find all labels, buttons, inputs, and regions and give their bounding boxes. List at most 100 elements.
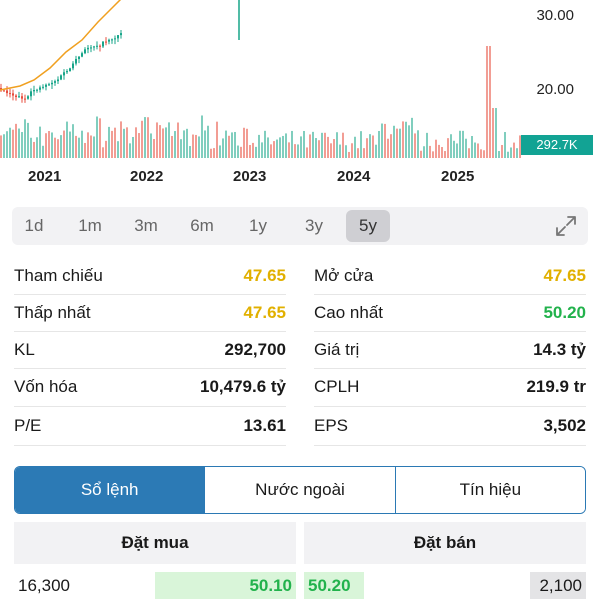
volume-bar [312, 131, 314, 158]
candle-body [45, 84, 47, 87]
range-tab-1y[interactable]: 1y [249, 216, 267, 235]
candle-body [15, 95, 17, 98]
volume-bar [186, 128, 188, 158]
volume-bar [393, 125, 395, 158]
candle-body [18, 96, 20, 98]
range-tab-1m[interactable]: 1m [78, 216, 102, 235]
volume-bar [114, 127, 116, 158]
candle-body [108, 39, 110, 42]
range-tab-3y[interactable]: 3y [305, 216, 323, 235]
stat-low: Thấp nhất 47.65 [14, 295, 286, 331]
volume-bar [6, 131, 8, 158]
volume-bar [27, 122, 29, 158]
volume-bar [231, 132, 233, 158]
tab-signals[interactable]: Tín hiệu [395, 467, 585, 513]
volume-bar [45, 133, 47, 158]
candle-body [12, 93, 14, 96]
volume-bar [228, 135, 230, 158]
volume-bar [399, 128, 401, 158]
volume-bar [108, 126, 110, 158]
volume-bar [210, 148, 212, 158]
volume-bar [453, 140, 455, 158]
candle-body [69, 68, 71, 72]
tab-foreign[interactable]: Nước ngoài [205, 467, 396, 513]
volume-bar [339, 144, 341, 158]
stat-label: KL [14, 340, 35, 359]
candle-body [72, 63, 74, 69]
volume-bar [303, 130, 305, 158]
volume-bar [363, 148, 365, 158]
volume-bar [477, 143, 479, 158]
candle-body [21, 96, 23, 99]
volume-bar [84, 142, 86, 158]
divider [14, 331, 286, 332]
volume-bar [249, 145, 251, 158]
stat-label: Vốn hóa [14, 377, 78, 396]
stat-shares-outstanding: CPLH 219.9 tr [314, 369, 586, 405]
candle-body [96, 45, 98, 47]
candle-body [27, 96, 29, 99]
volume-bar [9, 127, 11, 158]
volume-bar [150, 133, 152, 158]
sell-volume[interactable]: 2,100 [539, 576, 582, 595]
volume-bar [366, 138, 368, 158]
price-chart[interactable]: 30.00 20.00 2021 2022 2023 2024 2025 292… [0, 0, 600, 195]
volume-bar [300, 136, 302, 158]
stat-value: 219.9 tr [526, 377, 586, 396]
candle-body [66, 71, 68, 73]
volume-bar [411, 117, 413, 158]
chart-canvas[interactable] [0, 0, 600, 160]
volume-bar [174, 131, 176, 158]
volume-bar [15, 123, 17, 158]
volume-bar [240, 146, 242, 158]
price-axis-label-20: 20.00 [536, 81, 574, 98]
candle-body [78, 56, 80, 59]
volume-bar [123, 128, 125, 158]
volume-bar [483, 150, 485, 158]
stat-volume: KL 292,700 [14, 332, 286, 368]
divider [14, 368, 286, 369]
sell-volume-bar [530, 572, 586, 599]
volume-bar [384, 123, 386, 158]
volume-bar [87, 132, 89, 158]
volume-bar [270, 144, 272, 158]
volume-bar [204, 130, 206, 158]
divider [14, 445, 286, 446]
volume-bar [75, 135, 77, 158]
expand-icon[interactable] [554, 214, 578, 238]
stat-high: Cao nhất 50.20 [314, 295, 586, 331]
sell-price[interactable]: 50.20 [308, 576, 351, 595]
volume-bar [390, 134, 392, 158]
range-tab-5y[interactable]: 5y [346, 210, 390, 242]
volume-bar [189, 146, 191, 158]
candle-body [105, 41, 107, 43]
volume-bar [330, 143, 332, 158]
volume-bar [117, 141, 119, 158]
volume-bar [516, 148, 518, 158]
candle-body [99, 45, 101, 47]
volume-bar [501, 144, 503, 158]
volume-bar [318, 140, 320, 158]
buy-price[interactable]: 50.10 [249, 576, 292, 595]
volume-bar [420, 150, 422, 158]
divider [314, 331, 586, 332]
volume-bar [282, 135, 284, 158]
segmented-control: Sổ lệnh Nước ngoài Tín hiệu [14, 466, 586, 514]
candle-body [120, 33, 122, 36]
candle-body [36, 89, 38, 91]
tab-order-book[interactable]: Sổ lệnh [15, 467, 206, 513]
buy-volume[interactable]: 16,300 [18, 576, 70, 595]
volume-bar [489, 46, 491, 158]
stat-label: Giá trị [314, 340, 360, 359]
candle-body [75, 58, 77, 64]
range-tab-3m[interactable]: 3m [134, 216, 158, 235]
buy-header: Đặt mua [14, 522, 296, 564]
year-label-2024: 2024 [337, 168, 371, 185]
volume-bar [78, 137, 80, 158]
stat-label: P/E [14, 416, 42, 435]
range-tab-6m[interactable]: 6m [190, 216, 214, 235]
volume-bar [510, 147, 512, 158]
volume-bar [195, 134, 197, 158]
range-tab-1d[interactable]: 1d [24, 216, 44, 235]
volume-bar [507, 151, 509, 158]
